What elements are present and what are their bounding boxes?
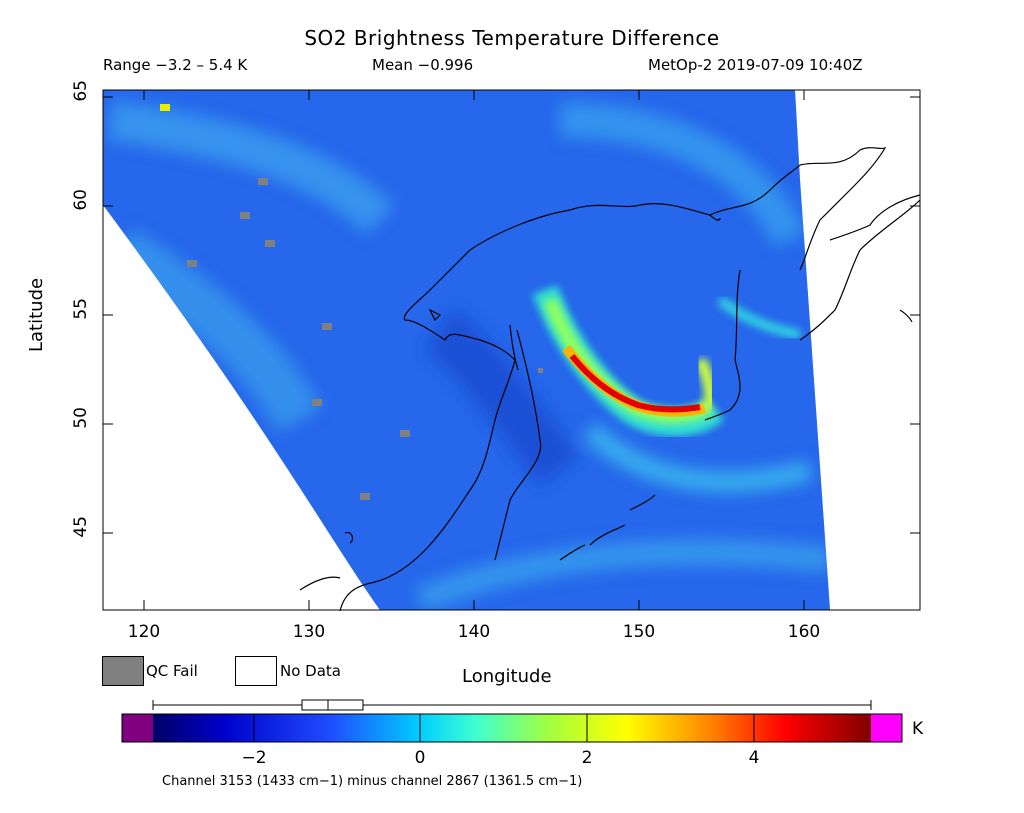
colorbar-unit: K [912,719,924,739]
satellite-time-label: MetOp-2 2019-07-09 10:40Z [648,56,863,74]
colorbar-gradient [153,714,871,742]
x-tick-label: 150 [622,622,656,642]
x-tick-label: 140 [457,622,491,642]
plot-frame [102,89,921,611]
channel-footnote: Channel 3153 (1433 cm−1) minus channel 2… [162,774,583,789]
axis-ticks [103,90,920,610]
mean-label: Mean −0.996 [372,56,474,74]
x-axis-label: Longitude [462,666,552,687]
range-label: Range −3.2 – 5.4 K [103,56,248,74]
colorbar [121,713,903,743]
coastlines [299,146,921,612]
y-tick-label: 65 [71,80,91,102]
btd-swath [103,90,830,610]
no-data-label: No Data [280,662,341,680]
colorbar-underflow [122,714,153,742]
qc-fail-swatch [102,656,144,686]
distribution-boxplot [152,699,872,711]
x-tick-label: 160 [787,622,821,642]
x-tick-label: 120 [127,622,161,642]
map-title: SO2 Brightness Temperature Difference [304,26,720,50]
colorbar-tick-label: 0 [414,748,426,768]
colorbar-tick-label: 2 [581,748,593,768]
no-data-swatch [235,656,277,686]
colorbar-overflow [871,714,902,742]
y-tick-label: 45 [71,516,91,538]
qc-fail-label: QC Fail [146,662,198,680]
y-axis-label: Latitude [26,277,47,352]
y-tick-label: 60 [71,189,91,211]
colorbar-tick-label: −2 [241,748,267,768]
y-tick-label: 55 [71,298,91,320]
y-tick-label: 50 [71,407,91,429]
colorbar-tick-label: 4 [748,748,760,768]
x-tick-label: 130 [292,622,326,642]
